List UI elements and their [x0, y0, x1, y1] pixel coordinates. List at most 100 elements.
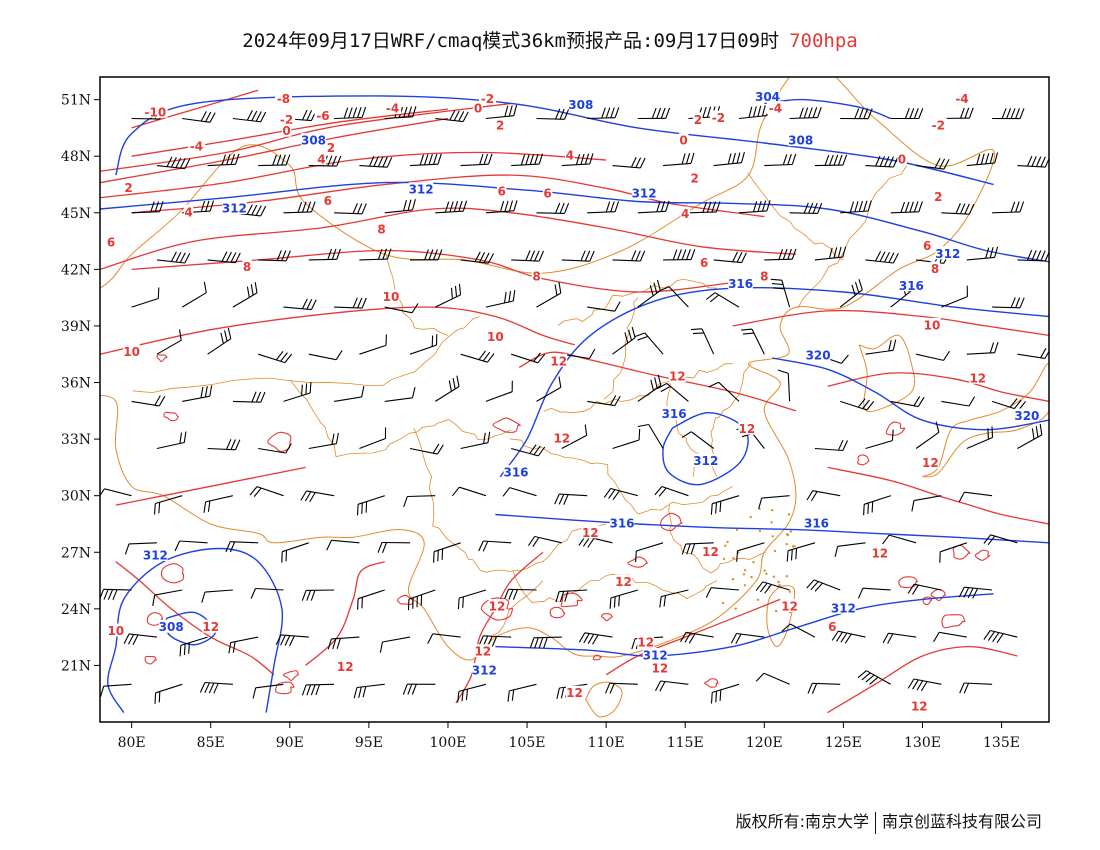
wind-barb: [460, 251, 494, 264]
temperature-label: 12: [922, 456, 939, 470]
x-tick-label: 120E: [746, 735, 783, 751]
temperature-cell: [857, 454, 870, 466]
contour-label-bg: [326, 140, 336, 154]
temperature-cell: [704, 678, 719, 688]
wind-barb: [131, 201, 164, 214]
wind-barb: [911, 495, 942, 512]
contour-label-bg: [486, 329, 504, 343]
wind-barb: [657, 382, 689, 402]
wind-barb: [755, 581, 790, 594]
wind-barb: [207, 153, 240, 167]
temperature-label: -6: [316, 109, 329, 123]
wind-barb: [865, 429, 894, 450]
temperature-label: 6: [324, 194, 332, 208]
wind-barb: [806, 579, 841, 592]
wind-barb: [777, 369, 791, 402]
wind-barb: [529, 636, 562, 649]
contour-label-bg: [497, 184, 507, 197]
geopotential-label: 316: [662, 407, 687, 421]
temperature-contour: [100, 207, 796, 271]
temperature-label: 8: [243, 260, 251, 274]
wind-barb: [384, 199, 416, 214]
wind-barb: [637, 374, 662, 402]
temperature-cell: [146, 612, 164, 626]
wind-barb: [308, 248, 341, 261]
wind-barb: [258, 250, 291, 262]
wind-barb: [708, 381, 740, 402]
wind-barb: [983, 534, 1018, 546]
contour-label-bg: [158, 619, 184, 633]
wind-barb: [451, 486, 487, 497]
wind-barb: [688, 201, 721, 214]
x-tick-label: 125E: [825, 735, 862, 751]
wind-barb: [511, 352, 546, 364]
geopotential-label: 308: [159, 620, 184, 634]
wind-barb: [755, 672, 790, 685]
geopotential-contour-320: [772, 357, 1049, 431]
geopotential-contour-304: [764, 98, 892, 120]
wind-barb: [663, 249, 696, 261]
temperature-label: 12: [637, 635, 654, 649]
wind-barb: [1017, 423, 1043, 449]
wind-barb: [561, 153, 594, 167]
wind-barb: [182, 111, 216, 123]
wind-barb: [485, 380, 513, 402]
geopotential-contour-312: [100, 181, 1049, 263]
temperature-cell: [941, 614, 966, 629]
wind-barb: [612, 326, 636, 355]
wind-barb: [609, 589, 638, 609]
wind-barb: [587, 301, 621, 312]
wind-barb: [637, 423, 664, 449]
geopotential-contour-312: [662, 411, 749, 486]
footer-divider: [874, 811, 876, 834]
province-boundaries: [100, 77, 1049, 718]
wind-barb: [152, 589, 183, 607]
temperature-label: 2: [934, 190, 942, 204]
geopotential-label: 316: [899, 279, 924, 293]
contour-label-bg: [581, 525, 599, 539]
temperature-cell: [660, 512, 683, 532]
wind-barb: [359, 427, 387, 450]
wind-barb: [738, 200, 771, 214]
y-tick-label: 48N: [61, 149, 91, 165]
contour-label-bg: [922, 238, 932, 252]
wind-barb: [738, 104, 771, 120]
wind-barb: [658, 286, 689, 308]
x-axis: 80E 85E 90E 95E 100E 105E 110E 115E 120E 125E 130E…: [118, 722, 1020, 751]
copyright-right: 南京创蓝科技有限公司: [881, 812, 1042, 831]
contour-label-bg: [183, 204, 194, 218]
wind-barb: [890, 396, 925, 408]
temperature-cell: [156, 354, 168, 363]
wind-barb: [225, 541, 259, 553]
wind-barb: [153, 495, 183, 515]
wind-barb: [890, 201, 923, 214]
geopotential-label: 312: [935, 247, 960, 261]
wind-barb: [123, 633, 157, 645]
contour-label-bg: [969, 370, 987, 384]
temperature-label: 12: [669, 369, 686, 383]
contour-label-bg: [553, 431, 571, 445]
wind-barb: [659, 589, 689, 608]
temperature-label: 8: [532, 269, 540, 283]
temperature-contour: [305, 561, 385, 666]
wind-barb: [536, 108, 570, 120]
contour-label-bg: [709, 110, 727, 124]
temperature-label: 12: [202, 620, 219, 634]
wind-barb: [384, 303, 419, 314]
wind-barb: [882, 632, 917, 644]
wind-barb: [834, 542, 866, 558]
contour-label-bg: [278, 112, 296, 126]
wind-barb: [353, 683, 385, 699]
contour-label-bg: [804, 516, 829, 529]
contour-label-bg: [336, 659, 354, 673]
contour-label-bg: [935, 246, 960, 260]
wind-barb: [308, 432, 339, 450]
wind-barb: [485, 200, 518, 214]
contour-label-bg: [642, 648, 668, 661]
contour-label-bg: [202, 619, 220, 633]
contour-label-bg: [871, 546, 889, 560]
wind-barb: [283, 298, 317, 311]
x-tick-label: 90E: [276, 735, 304, 751]
wind-barb: [511, 153, 544, 167]
wind-barb: [356, 495, 385, 516]
